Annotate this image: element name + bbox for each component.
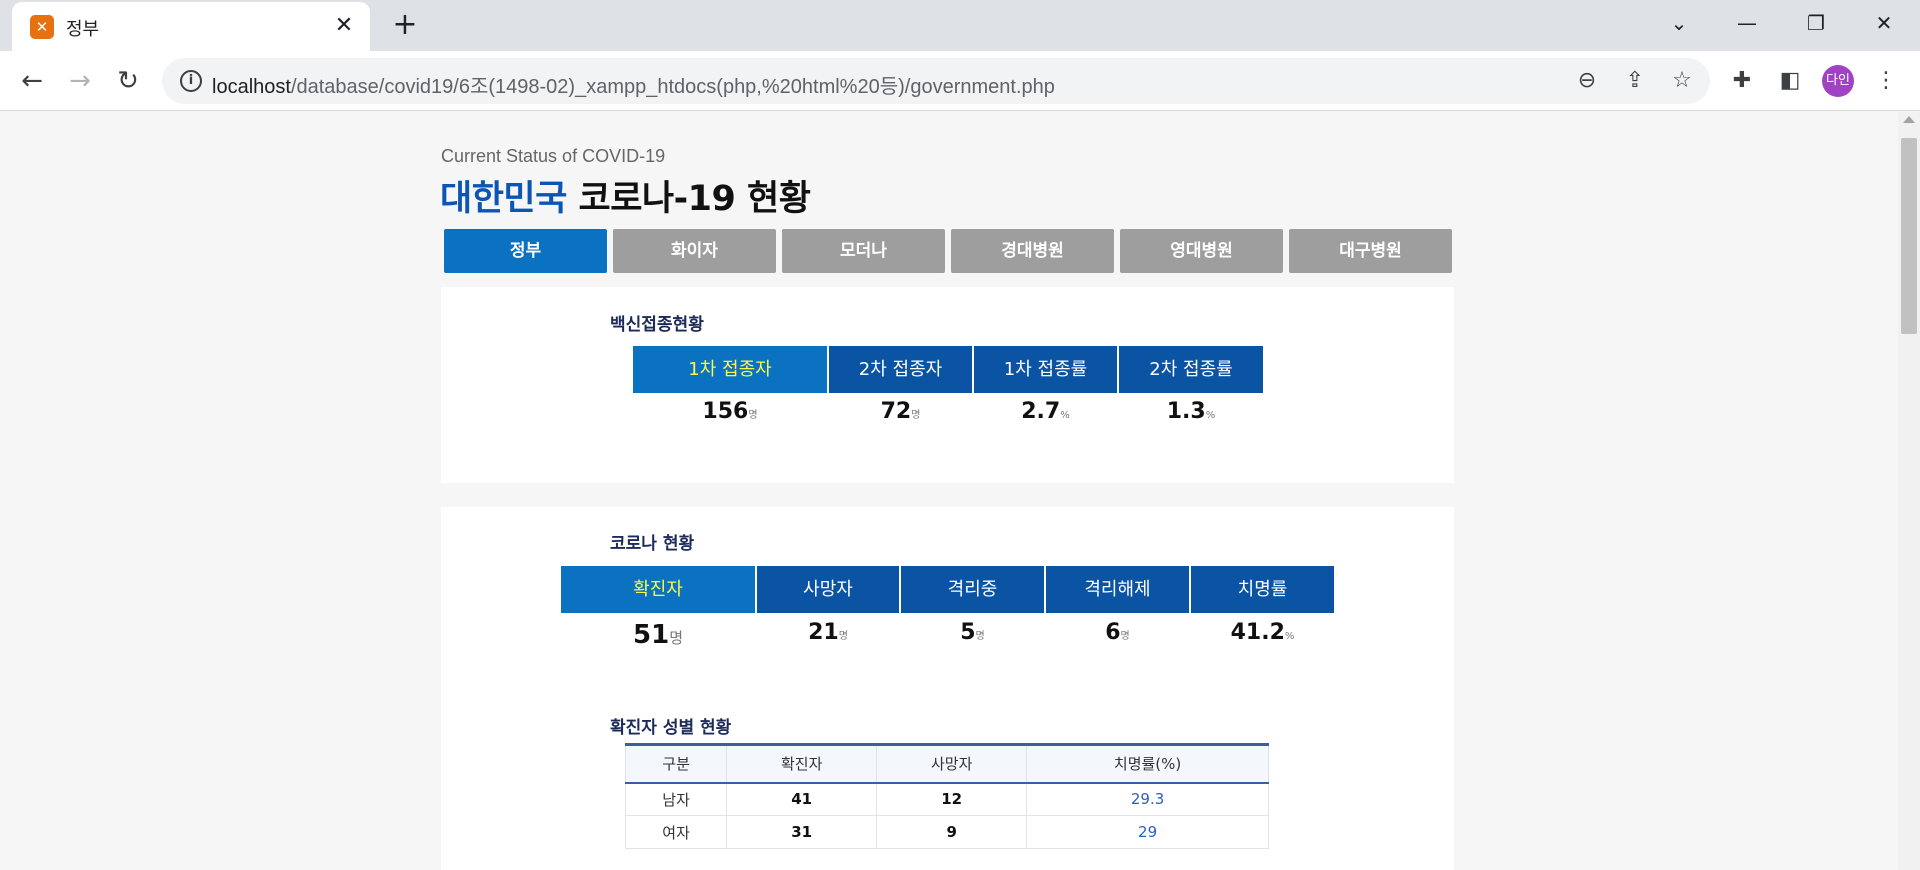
reload-icon[interactable]: ↻ [117,66,139,96]
browser-tabbar: ✕ 정부 ✕ + ⌄ — ❐ ✕ [0,0,1920,51]
vaccination-card: 백신접종현황 1차 접종자 2차 접종자 1차 접종률 2차 접종률 156명 … [441,287,1454,483]
side-panel-icon[interactable]: ◧ [1779,68,1801,93]
xampp-favicon-icon: ✕ [30,15,54,39]
title-rest: 코로나-19 현황 [566,179,811,219]
vaccination-header: 1차 접종자 [633,346,827,393]
tab-yeungnam-hospital[interactable]: 영대병원 [1120,229,1283,273]
close-tab-icon[interactable]: ✕ [334,13,354,38]
address-bar[interactable]: i localhost/database/covid19/6조(1498-02)… [162,58,1710,104]
confirmed-cell: 31 [726,815,878,849]
isolated-count: 5명 [960,620,985,645]
hospital-nav-tabs: 정부 화이자 모더나 경대병원 영대병원 대구병원 [444,229,1452,273]
gender-label: 여자 [624,815,728,849]
restore-icon[interactable]: ❐ [1807,11,1825,35]
vaccination-title: 백신접종현황 [610,315,704,335]
extensions-puzzle-icon[interactable]: ✚ [1732,68,1752,93]
profile-avatar[interactable]: 다인 [1822,65,1854,97]
browser-toolbar: ← → ↻ i localhost/database/covid19/6조(14… [0,51,1920,111]
corona-value-row: 51명 21명 5명 6명 41.2% [561,620,1334,656]
corona-status-card: 코로나 현황 확진자 사망자 격리중 격리해제 치명률 51명 21명 5명 6… [441,507,1454,870]
table-header-row: 구분 확진자 사망자 치명률(%) [624,743,1269,784]
corona-header: 격리해제 [1046,566,1189,613]
column-header: 사망자 [876,743,1028,784]
column-header: 확진자 [726,743,878,784]
confirmed-cell: 41 [726,782,878,816]
share-icon[interactable]: ⇪ [1625,68,1645,93]
deaths-cell: 9 [876,815,1028,849]
new-tab-icon[interactable]: + [392,7,418,42]
forward-arrow-icon[interactable]: → [69,66,91,96]
tab-government[interactable]: 정부 [444,229,607,273]
corona-header: 격리중 [901,566,1044,613]
corona-header: 확진자 [561,566,755,613]
fatality-rate: 41.2% [1230,620,1295,645]
second-dose-count: 72명 [880,399,921,424]
page-subtitle: Current Status of COVID-19 [441,146,666,166]
corona-header: 사망자 [757,566,899,613]
vaccination-header: 1차 접종률 [974,346,1117,393]
first-dose-count: 156명 [702,399,758,424]
corona-header-row: 확진자 사망자 격리중 격리해제 치명률 [561,566,1334,613]
minimize-icon[interactable]: — [1737,11,1757,35]
column-header: 치명률(%) [1026,743,1269,784]
url-text[interactable]: localhost/database/covid19/6조(1498-02)_x… [212,76,1055,98]
second-dose-rate: 1.3% [1166,399,1216,424]
corona-header: 치명률 [1191,566,1334,613]
column-header: 구분 [624,743,728,784]
corona-status-title: 코로나 현황 [610,534,695,554]
tab-moderna[interactable]: 모더나 [782,229,945,273]
gender-status-title: 확진자 성별 현황 [610,718,732,738]
site-info-icon[interactable]: i [180,70,202,92]
vaccination-header: 2차 접종률 [1119,346,1263,393]
scroll-thumb[interactable] [1901,138,1917,334]
browser-tab[interactable]: ✕ 정부 ✕ [12,2,370,51]
more-menu-icon[interactable]: ⋮ [1875,68,1897,93]
vaccination-header: 2차 접종자 [829,346,972,393]
gender-label: 남자 [624,782,728,816]
gender-status-table: 구분 확진자 사망자 치명률(%) 남자 41 12 29.3 여자 31 9 … [624,743,1269,849]
tab-title: 정부 [66,19,100,40]
vaccination-value-row: 156명 72명 2.7% 1.3% [633,399,1263,433]
confirmed-count: 51명 [633,620,683,650]
page-scrollbar[interactable] [1898,112,1920,870]
table-row: 여자 31 9 29 [624,815,1269,849]
page-title: 대한민국 코로나-19 현황 [440,170,811,221]
back-arrow-icon[interactable]: ← [21,66,43,96]
tab-daegu-hospital[interactable]: 대구병원 [1289,229,1452,273]
rate-cell: 29 [1026,815,1269,849]
table-row: 남자 41 12 29.3 [624,782,1269,816]
first-dose-rate: 2.7% [1021,399,1070,424]
tab-pfizer[interactable]: 화이자 [613,229,776,273]
tab-search-chevron-icon[interactable]: ⌄ [1670,11,1688,35]
rate-cell: 29.3 [1026,782,1269,816]
title-accent: 대한민국 [440,179,567,219]
deaths-cell: 12 [876,782,1028,816]
released-count: 6명 [1105,620,1130,645]
death-count: 21명 [808,620,848,645]
bookmark-star-icon[interactable]: ☆ [1672,68,1692,93]
zoom-out-icon[interactable]: ⊖ [1577,68,1597,93]
vaccination-header-row: 1차 접종자 2차 접종자 1차 접종률 2차 접종률 [633,346,1263,393]
window-close-icon[interactable]: ✕ [1875,11,1893,35]
scroll-up-arrow-icon[interactable] [1903,116,1915,123]
tab-kyungpook-hospital[interactable]: 경대병원 [951,229,1114,273]
